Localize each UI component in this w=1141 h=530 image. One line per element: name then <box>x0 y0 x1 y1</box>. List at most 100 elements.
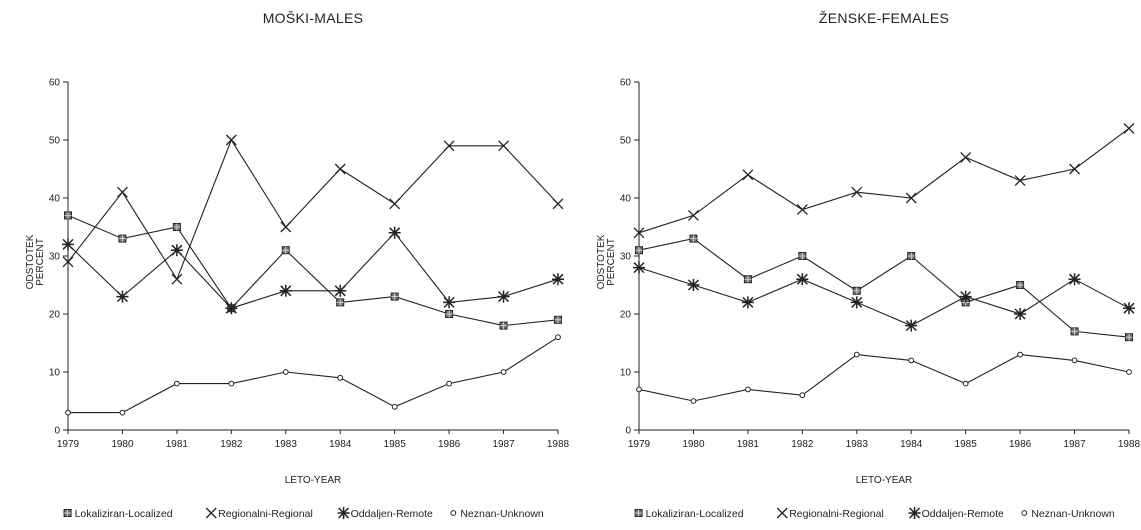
x-tick-label: 1980 <box>111 439 134 450</box>
data-point-oddaljen-remote <box>170 244 183 257</box>
legend-label: Regionalni-Regional <box>789 508 884 520</box>
data-point-regionalni-regional <box>905 192 917 204</box>
y-tick-label: 10 <box>49 368 61 379</box>
x-tick-label: 1984 <box>329 439 352 450</box>
data-point-oddaljen-remote <box>334 284 347 297</box>
data-point-regionalni-regional <box>498 140 510 152</box>
data-point-regionalni-regional <box>796 204 808 216</box>
data-point-oddaljen-remote <box>1123 302 1135 315</box>
series-line-neznan-unknown <box>638 354 1130 402</box>
x-tick-label: 1980 <box>682 439 705 450</box>
series-lokaliziran-localized <box>64 211 562 330</box>
series-neznan-unknown <box>65 334 561 416</box>
x-tick-label: 1986 <box>438 439 461 450</box>
data-point-neznan-unknown <box>555 334 561 341</box>
x-tick-label: 1979 <box>57 439 80 450</box>
legend-marker <box>63 509 72 517</box>
y-tick-label: 0 <box>54 426 60 437</box>
data-point-oddaljen-remote <box>1068 273 1081 286</box>
line-chart-females: ŽENSKE-FEMALES 0 10 20 30 40 50 60 1979 1980 1981 1… <box>596 10 1141 520</box>
legend-label: Oddaljen-Remote <box>351 508 433 520</box>
data-point-lokaliziran-localized <box>852 286 861 295</box>
data-point-neznan-unknown <box>744 386 751 393</box>
data-point-regionalni-regional <box>960 151 972 163</box>
y-axis-label: ODSTOTEK <box>596 234 607 289</box>
legend-label: Lokaliziran-Localized <box>646 508 744 520</box>
legend-label: Neznan-Unknown <box>1031 508 1115 520</box>
legend-marker <box>450 510 457 516</box>
data-point-oddaljen-remote <box>443 296 456 309</box>
legend-marker <box>776 507 788 519</box>
x-tick-label: 1987 <box>1063 439 1086 450</box>
series-oddaljen-remote <box>633 261 1135 332</box>
y-tick-label: 50 <box>620 136 632 147</box>
y-tick-label: 60 <box>620 78 632 89</box>
data-point-lokaliziran-localized <box>172 223 181 231</box>
data-point-oddaljen-remote <box>497 290 510 303</box>
data-point-neznan-unknown <box>65 409 71 416</box>
legend: Lokaliziran-Localized Regionalni-Regional… <box>634 507 1115 520</box>
chart-panel-males: MOŠKI-MALES 0 10 20 30 40 50 60 1979 1980 1981 1982… <box>0 0 570 530</box>
data-point-regionalni-regional <box>225 134 237 146</box>
y-tick-label: 20 <box>49 310 61 321</box>
data-point-oddaljen-remote <box>225 302 238 315</box>
data-point-neznan-unknown <box>1071 357 1078 364</box>
data-point-oddaljen-remote <box>959 290 972 303</box>
chart-panel-females: ŽENSKE-FEMALES 0 10 20 30 40 50 60 1979 1980 1981 1… <box>571 0 1141 530</box>
data-point-regionalni-regional <box>334 163 346 175</box>
data-point-lokaliziran-localized <box>499 321 508 330</box>
data-point-oddaljen-remote <box>687 279 700 291</box>
y-tick-label: 40 <box>49 194 61 205</box>
data-point-lokaliziran-localized <box>798 252 807 260</box>
data-point-neznan-unknown <box>1017 351 1024 358</box>
data-point-neznan-unknown <box>500 369 507 375</box>
data-point-lokaliziran-localized <box>118 234 127 243</box>
data-point-neznan-unknown <box>1126 369 1132 375</box>
data-point-oddaljen-remote <box>741 296 754 309</box>
y-tick-label: 0 <box>625 426 631 437</box>
data-point-neznan-unknown <box>853 351 860 358</box>
series-line-lokaliziran-localized <box>67 214 559 327</box>
data-point-lokaliziran-localized <box>336 298 345 307</box>
x-tick-label: 1985 <box>384 439 407 450</box>
series-line-neznan-unknown <box>68 336 559 414</box>
data-point-regionalni-regional <box>171 273 183 285</box>
data-point-oddaljen-remote <box>388 226 401 239</box>
data-point-oddaljen-remote <box>633 261 645 274</box>
legend-marker <box>337 507 350 519</box>
series-line-lokaliziran-localized <box>638 238 1130 338</box>
data-point-lokaliziran-localized <box>689 234 698 243</box>
data-point-regionalni-regional <box>1123 122 1135 134</box>
x-tick-label: 1983 <box>846 439 869 450</box>
y-tick-label: 10 <box>620 368 632 379</box>
data-point-lokaliziran-localized <box>281 246 290 255</box>
series-line-oddaljen-remote <box>67 231 559 309</box>
data-point-neznan-unknown <box>690 398 697 404</box>
data-point-regionalni-regional <box>742 169 754 181</box>
legend-label: Regionalni-Regional <box>218 508 313 520</box>
y-axis-label: ODSTOTEK <box>25 234 36 289</box>
data-point-regionalni-regional <box>552 198 564 210</box>
x-tick-label: 1982 <box>220 439 243 450</box>
series-line-regionalni-regional <box>67 138 559 281</box>
data-point-regionalni-regional <box>116 186 128 198</box>
legend-marker <box>1021 510 1028 516</box>
data-point-lokaliziran-localized <box>907 252 916 260</box>
data-point-neznan-unknown <box>636 386 642 393</box>
data-point-neznan-unknown <box>391 403 398 410</box>
y-axis-label: PERCENT <box>606 238 617 286</box>
chart-title: ŽENSKE-FEMALES <box>819 10 949 26</box>
data-point-regionalni-regional <box>687 209 699 221</box>
y-tick-label: 30 <box>620 252 632 263</box>
data-point-oddaljen-remote <box>116 290 129 303</box>
x-tick-label: 1979 <box>628 439 651 450</box>
data-point-lokaliziran-localized <box>1125 333 1133 342</box>
legend-label: Oddaljen-Remote <box>922 508 1004 520</box>
data-point-regionalni-regional <box>1069 163 1081 175</box>
series-lokaliziran-localized <box>635 234 1133 342</box>
data-point-lokaliziran-localized <box>743 275 752 284</box>
data-point-oddaljen-remote <box>279 284 292 297</box>
y-tick-label: 60 <box>49 78 61 89</box>
series-line-oddaljen-remote <box>638 267 1130 327</box>
x-axis-label: LETO-YEAR <box>285 475 342 486</box>
